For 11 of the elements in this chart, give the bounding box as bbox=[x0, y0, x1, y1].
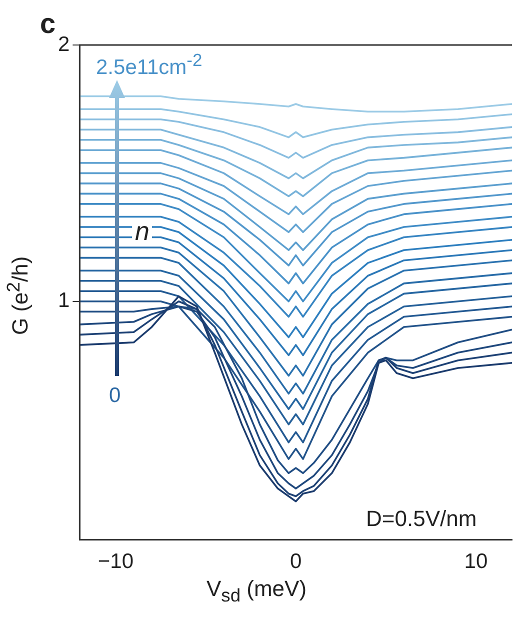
x-tick-label: −10 bbox=[98, 550, 134, 574]
x-tick-label: 10 bbox=[464, 550, 488, 574]
annotation: 0 bbox=[109, 384, 121, 408]
x-axis-title: V$_{sd}$ (meV) bbox=[205, 576, 308, 606]
annotation: D=0.5V/nm bbox=[366, 506, 477, 532]
y-tick-label: 2 bbox=[58, 32, 70, 56]
annotation: n bbox=[132, 216, 152, 246]
annotation: 2.5e11cm$^{-2}$ bbox=[96, 50, 202, 80]
y-tick-label: 1 bbox=[58, 289, 70, 312]
x-tick-label: 0 bbox=[290, 550, 302, 574]
text: c bbox=[40, 8, 56, 40]
